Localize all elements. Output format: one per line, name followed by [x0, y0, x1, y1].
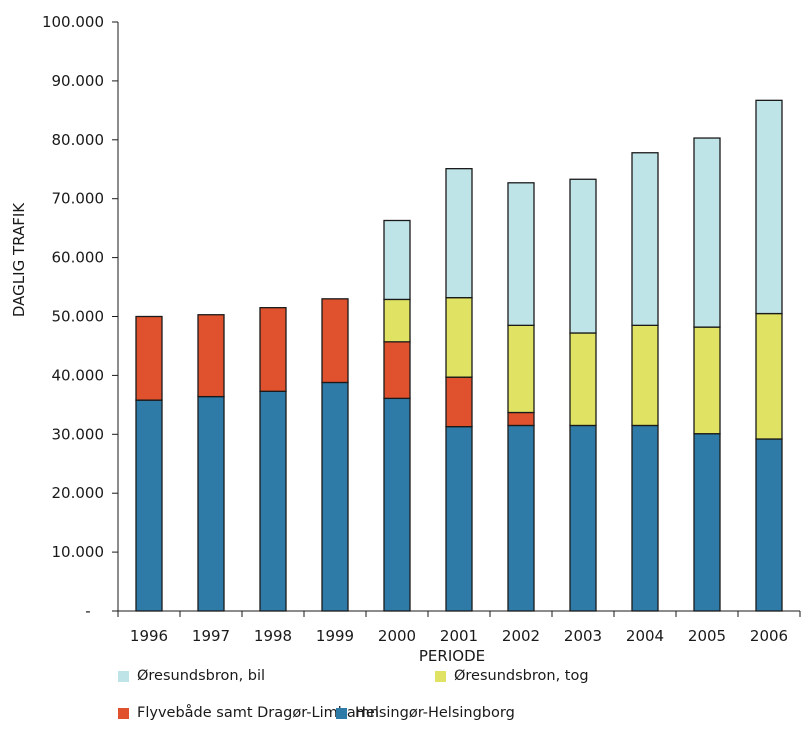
chart: - 10.000 20.000 30.000 40.000 50.000 60.000 70.… [10, 13, 801, 665]
y-tick-label: 30.000 [52, 425, 105, 443]
y-tick-label: 90.000 [52, 72, 105, 90]
y-tick-label: 20.000 [52, 484, 105, 502]
y-tick-label: 50.000 [52, 308, 105, 326]
x-axis-ticks: 1996 1997 1998 1999 2000 2001 2002 2003 2004 2005… [117, 611, 801, 645]
y-tick-label: 60.000 [52, 249, 105, 267]
bar-flyveba-de-samt-drag-r-limhamn-1998 [259, 307, 287, 392]
x-tick-label: 1998 [254, 627, 292, 645]
bar-flyveba-de-samt-drag-r-limhamn-1996 [135, 315, 163, 401]
x-tick-label: 2005 [688, 627, 726, 645]
x-tick-label: 2003 [564, 627, 602, 645]
legend-label: Helsingør-Helsingborg [355, 705, 515, 721]
bar-resundsbron-bil-2005 [693, 137, 721, 328]
bar-helsing-r-helsingborg-1999 [321, 381, 349, 612]
legend-swatch-icon [435, 670, 446, 682]
bar-resundsbron-tog-2001 [445, 297, 473, 378]
legend-label: Flyvebåde samt Dragør-Limhamn [137, 705, 380, 721]
x-tick-label: 1996 [130, 627, 168, 645]
legend-item-helsingor-helsingborg: Helsingør-Helsingborg [336, 705, 515, 721]
bar-flyveba-de-samt-drag-r-limhamn-1999 [321, 298, 349, 384]
x-tick-label: 2000 [378, 627, 416, 645]
bar-resundsbron-bil-2000 [383, 219, 411, 301]
y-tick-label: 80.000 [52, 131, 105, 149]
legend-item-oresundsbron-bil: Øresundsbron, bil [118, 668, 265, 684]
y-tick-label: 100.000 [42, 13, 104, 31]
bar-resundsbron-tog-2002 [507, 324, 535, 414]
bar-helsing-r-helsingborg-2001 [445, 425, 473, 612]
x-tick-label: 2004 [626, 627, 664, 645]
legend-swatch-icon [336, 707, 347, 719]
bar-resundsbron-bil-2002 [507, 182, 535, 326]
bar-helsing-r-helsingborg-2004 [631, 424, 659, 612]
bar-resundsbron-tog-2000 [383, 298, 411, 343]
bar-flyveba-de-samt-drag-r-limhamn-2000 [383, 341, 411, 400]
bar-flyveba-de-samt-drag-r-limhamn-1997 [197, 314, 225, 398]
y-axis-title: DAGLIG TRAFIK [10, 202, 28, 317]
bar-helsing-r-helsingborg-2005 [693, 433, 721, 612]
legend-swatch-icon [118, 707, 129, 719]
bar-helsing-r-helsingborg-2002 [507, 424, 535, 612]
x-tick-label: 2001 [440, 627, 478, 645]
bar-helsing-r-helsingborg-2003 [569, 424, 597, 612]
bar-helsing-r-helsingborg-2006 [755, 438, 783, 612]
x-axis-title: PERIODE [419, 647, 485, 665]
y-tick-label: 40.000 [52, 366, 105, 384]
x-tick-label: 2002 [502, 627, 540, 645]
bar-resundsbron-tog-2004 [631, 324, 659, 427]
x-tick-label: 2006 [750, 627, 788, 645]
legend-item-flyvebade: Flyvebåde samt Dragør-Limhamn [118, 705, 379, 721]
legend-item-oresundsbron-tog: Øresundsbron, tog [435, 668, 589, 684]
bar-resundsbron-bil-2003 [569, 178, 597, 334]
bar-helsing-r-helsingborg-1997 [197, 395, 225, 612]
y-axis-ticks: - 10.000 20.000 30.000 40.000 50.000 60.000 70.… [42, 13, 118, 620]
bar-helsing-r-helsingborg-2000 [383, 397, 411, 612]
bar-helsing-r-helsingborg-1996 [135, 399, 163, 612]
bar-resundsbron-bil-2006 [755, 99, 783, 315]
bar-flyveba-de-samt-drag-r-limhamn-2001 [445, 376, 473, 428]
y-tick-label: 70.000 [52, 190, 105, 208]
x-tick-label: 1999 [316, 627, 354, 645]
legend-swatch-icon [118, 670, 129, 682]
legend-label: Øresundsbron, tog [454, 668, 589, 684]
bar-flyveba-de-samt-drag-r-limhamn-2002 [507, 411, 535, 427]
bar-resundsbron-bil-2004 [631, 152, 659, 326]
bar-helsing-r-helsingborg-1998 [259, 390, 287, 612]
bars [135, 99, 783, 612]
legend-label: Øresundsbron, bil [137, 668, 266, 684]
x-tick-label: 1997 [192, 627, 230, 645]
y-tick-label: 10.000 [52, 543, 105, 561]
y-tick-label: - [85, 602, 90, 620]
bar-resundsbron-tog-2006 [755, 312, 783, 440]
bar-resundsbron-tog-2005 [693, 326, 721, 435]
legend: Øresundsbron, bil Øresundsbron, tog Flyv… [118, 668, 678, 738]
bar-resundsbron-tog-2003 [569, 332, 597, 427]
bar-resundsbron-bil-2001 [445, 168, 473, 299]
